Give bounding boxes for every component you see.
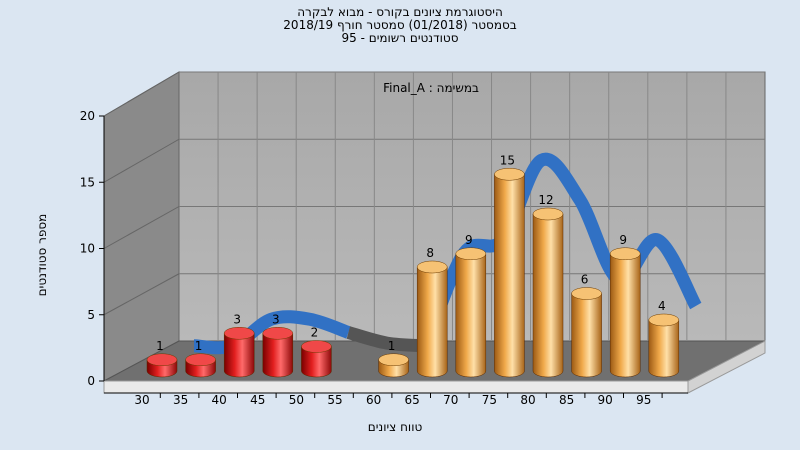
floor-edge (103, 380, 689, 394)
x-axis: 30 35 40 45 50 55 60 65 70 75 80 85 90 95 (104, 392, 688, 407)
bar-body (571, 293, 602, 378)
bar (609, 247, 641, 378)
y-tick-label: 15 (80, 175, 95, 189)
x-tick-label: 80 (520, 393, 535, 407)
value-label: 15 (500, 153, 515, 167)
x-tick-label: 70 (443, 393, 458, 407)
x-tick-label: 85 (559, 393, 574, 407)
bar (185, 353, 216, 378)
bar (532, 207, 564, 378)
bar (571, 287, 602, 378)
x-tick-label: 40 (212, 393, 227, 407)
bar (146, 353, 178, 378)
title-line-3: סטודנטים רשומים - 95 (341, 31, 459, 45)
x-tick-label: 95 (636, 393, 651, 407)
bar-body (648, 319, 680, 378)
value-label: 3 (233, 312, 241, 326)
bar-top (571, 287, 602, 300)
bar-top (301, 340, 332, 353)
x-axis-label: טווח ציונים (368, 420, 423, 434)
y-axis-label: מספר סטודנטים (35, 214, 49, 297)
y-tick-label: 20 (80, 109, 95, 123)
x-tick-label: 90 (598, 393, 613, 407)
bar-body (416, 266, 448, 378)
title-line-1: היסטוגרמת ציונים בקורס - מבוא לבקרה (297, 5, 503, 19)
bar-top (609, 247, 641, 260)
value-label: 1 (156, 339, 164, 353)
bar-body (532, 213, 564, 378)
bar (262, 327, 294, 378)
grid-line-side (103, 71, 180, 117)
bar-top (223, 327, 255, 340)
value-label: 9 (465, 233, 473, 247)
x-tick-label: 30 (134, 393, 149, 407)
bar-body (301, 346, 332, 378)
x-tick-label: 35 (173, 393, 188, 407)
grid-line-side (103, 206, 180, 249)
bar (455, 247, 487, 378)
title-line-2: בסמסטר (01/2018) סמסטר חורף 2018/19 (283, 18, 517, 32)
bar-body (455, 253, 487, 378)
y-tick-label: 5 (87, 308, 95, 322)
value-label: 1 (388, 339, 396, 353)
bar-top (262, 327, 294, 340)
bar (378, 353, 409, 378)
grid-side (103, 71, 180, 316)
grid-line-side (103, 273, 180, 316)
bar (223, 327, 255, 378)
trend-segment-low (193, 310, 351, 355)
value-label: 6 (581, 273, 589, 287)
bar-body (262, 333, 294, 378)
bar-top (416, 260, 448, 274)
bars (146, 168, 680, 378)
bar-top (455, 247, 487, 260)
value-labels: 1 1 3 3 2 1 8 9 15 12 6 9 4 (156, 153, 665, 353)
bar-body (494, 174, 525, 378)
x-tick-label: 60 (366, 393, 381, 407)
bar-top (648, 313, 680, 327)
y-tick-label: 10 (80, 242, 95, 256)
bar-top (494, 168, 525, 181)
x-tick-label: 65 (405, 393, 420, 407)
x-tick-label: 75 (482, 393, 497, 407)
bar (301, 340, 332, 378)
bar-body (609, 253, 641, 378)
annotation-label: במשימה : Final_A (383, 81, 479, 95)
grid-line-side (103, 138, 180, 183)
x-tick-label: 55 (327, 393, 342, 407)
bar-body (223, 333, 255, 378)
floor-side-edge (687, 340, 766, 394)
grid-back (179, 71, 765, 341)
value-label: 3 (272, 312, 280, 326)
value-label: 12 (538, 193, 553, 207)
bar (648, 313, 680, 378)
chart-title: היסטוגרמת ציונים בקורס - מבוא לבקרה בסמס… (0, 6, 800, 45)
x-tick-label: 50 (289, 393, 304, 407)
bar-top (185, 353, 216, 366)
value-label: 4 (658, 299, 666, 313)
value-label: 8 (426, 246, 434, 260)
value-label: 1 (195, 339, 203, 353)
value-label: 9 (619, 233, 627, 247)
y-axis: 0 5 10 15 20 (80, 109, 105, 388)
y-tick-label: 0 (87, 374, 95, 388)
bar (494, 168, 525, 378)
x-tick-label: 45 (250, 393, 265, 407)
side-wall (103, 71, 180, 382)
value-label: 2 (311, 326, 319, 340)
bar (416, 260, 448, 378)
bar-top (378, 353, 409, 366)
bar-top (146, 353, 178, 366)
bar-top (532, 207, 564, 221)
